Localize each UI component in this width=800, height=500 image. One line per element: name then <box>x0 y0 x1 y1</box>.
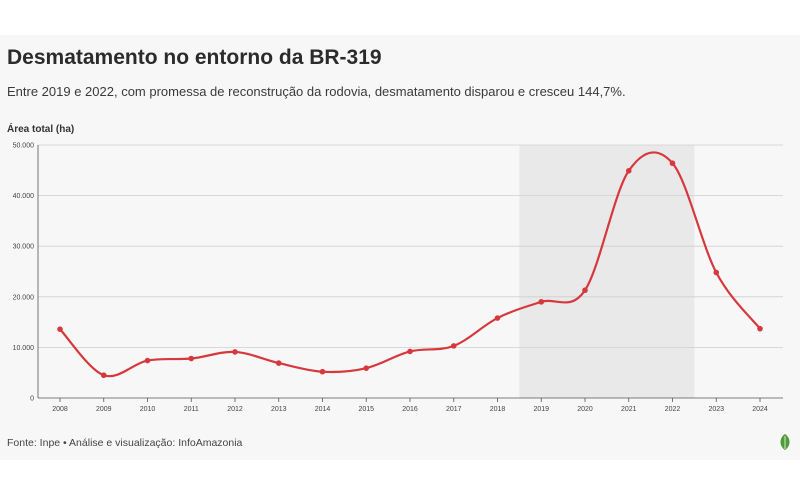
highlight-band <box>519 145 695 398</box>
y-tick-label: 30.000 <box>13 244 35 251</box>
x-tick-label: 2018 <box>490 406 506 413</box>
x-tick-label: 2022 <box>665 406 681 413</box>
x-tick-label: 2019 <box>533 406 549 413</box>
data-point-2013 <box>275 360 282 366</box>
page-subtitle: Entre 2019 e 2022, com promessa de recon… <box>7 84 626 99</box>
data-point-2019 <box>538 299 545 305</box>
x-tick-label: 2023 <box>708 406 724 413</box>
x-tick-label: 2015 <box>358 406 374 413</box>
x-tick-label: 2013 <box>271 406 287 413</box>
data-point-2021 <box>625 168 632 174</box>
data-point-2009 <box>100 372 107 379</box>
x-tick-label: 2009 <box>96 406 112 413</box>
x-tick-label: 2010 <box>140 406 156 413</box>
x-tick-label: 2021 <box>621 406 637 413</box>
data-point-2024 <box>757 325 763 332</box>
data-point-2015 <box>363 365 370 371</box>
leaf-logo-icon <box>780 434 790 450</box>
chart-card: 0 10.000 20.000 30.000 40.000 50.000 2008 2009 2… <box>0 35 800 460</box>
x-tick-label: 2008 <box>52 406 68 413</box>
y-tick-label: 50.000 <box>13 143 35 150</box>
series-line <box>59 151 761 378</box>
data-point-2016 <box>407 348 413 355</box>
data-point-2020 <box>582 287 588 294</box>
x-tick-label: 2016 <box>402 406 418 413</box>
y-tick-label: 10.000 <box>13 345 35 352</box>
y-tick-label: 20.000 <box>13 294 35 301</box>
x-tick-label: 2014 <box>315 406 331 413</box>
data-point-2010 <box>144 357 151 364</box>
source-note: Fonte: Inpe • Análise e visualização: In… <box>7 437 243 449</box>
y-axis-label: Área total (ha) <box>7 124 75 135</box>
data-point-2023 <box>713 269 720 276</box>
data-point-2014 <box>319 368 326 375</box>
data-point-2018 <box>494 315 501 321</box>
y-tick-label: 40.000 <box>13 193 35 200</box>
data-point-2017 <box>450 343 457 349</box>
data-point-2008 <box>57 326 63 332</box>
data-point-2022 <box>669 160 676 167</box>
x-tick-label: 2024 <box>752 406 768 413</box>
line-chart: 0 10.000 20.000 30.000 40.000 50.000 2008 2009 2… <box>13 143 783 413</box>
page-title: Desmatamento no entorno da BR-319 <box>7 46 382 69</box>
y-tick-label: 0 <box>30 396 34 403</box>
data-point-2012 <box>232 349 238 355</box>
x-tick-label: 2017 <box>446 406 462 413</box>
x-tick-label: 2020 <box>577 406 593 413</box>
data-point-2011 <box>188 355 195 362</box>
x-tick-label: 2011 <box>184 406 199 413</box>
x-tick-label: 2012 <box>227 406 243 413</box>
